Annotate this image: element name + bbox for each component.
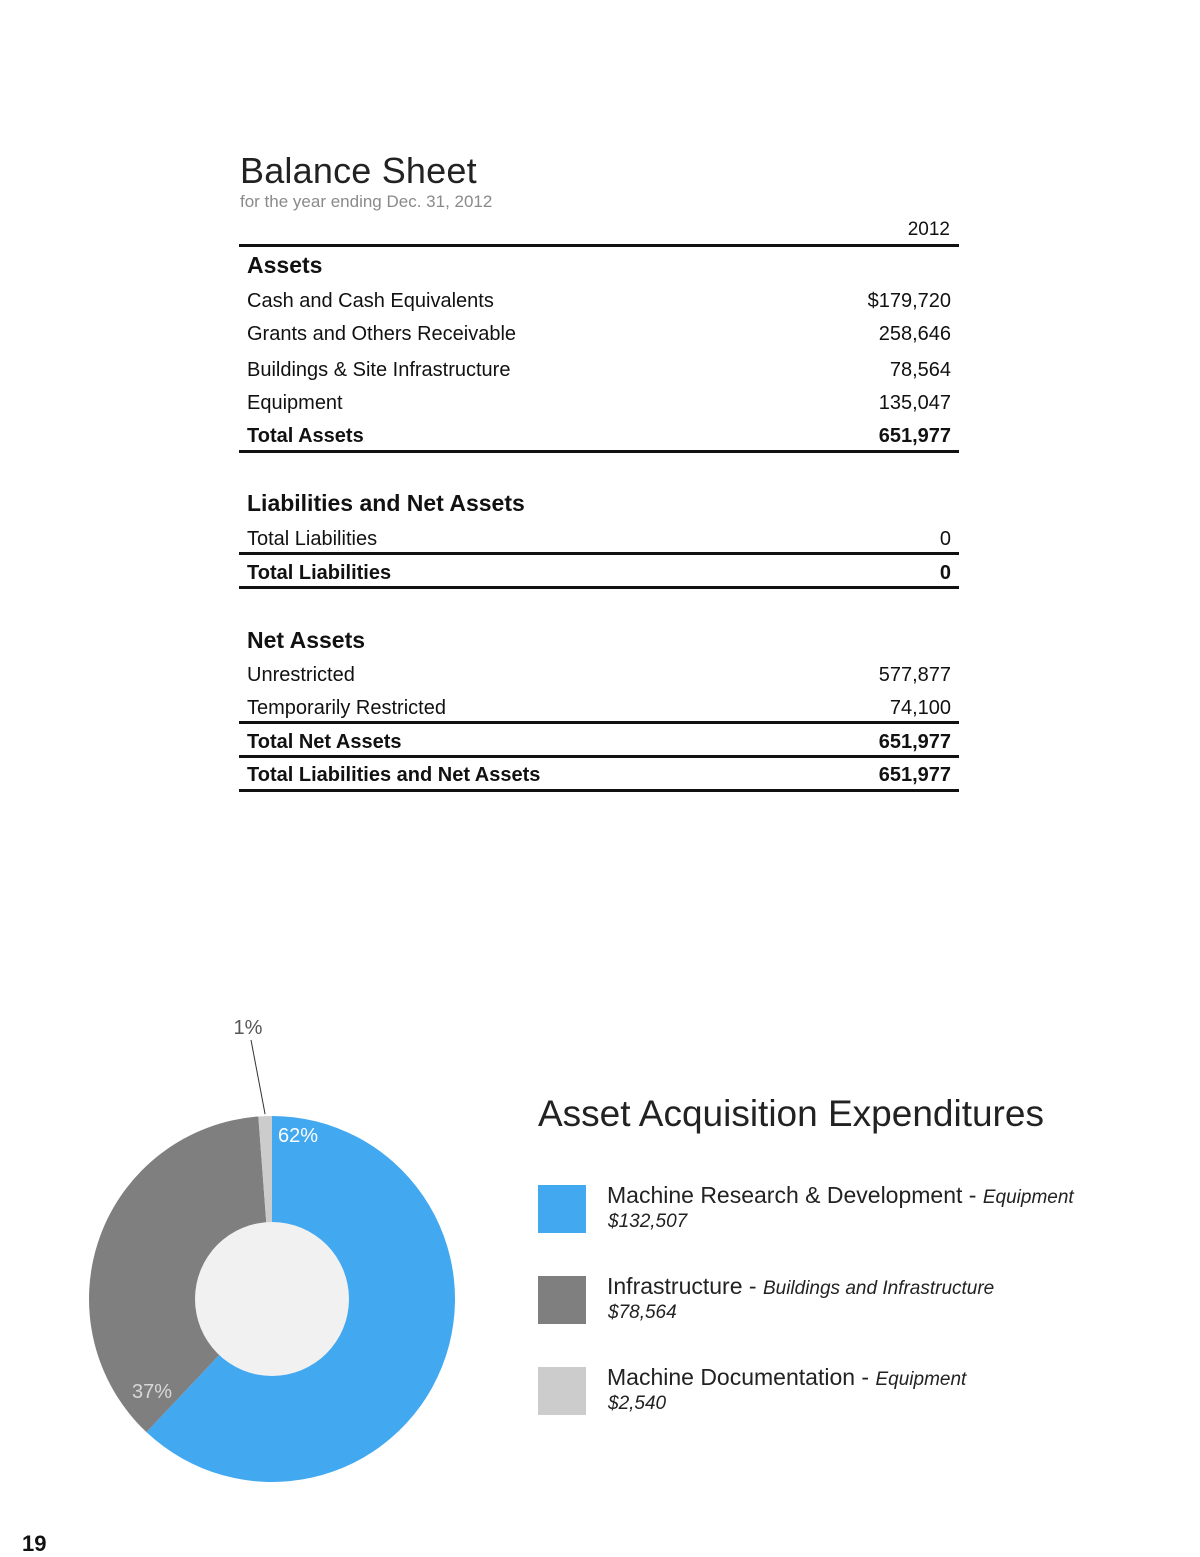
pie-percent-label: 1% [234,1017,263,1039]
grand-total-row: Total Liabilities and Net Assets 651,977 [247,763,951,787]
page-title: Balance Sheet [240,150,477,191]
table-rule [239,586,959,589]
total-value: 0 [939,562,951,584]
total-value: 651,977 [878,731,951,753]
table-rule [239,450,959,453]
table-row: Buildings & Site Infrastructure 78,564 [247,358,951,382]
net-assets-heading: Net Assets [247,627,366,653]
donut-center [195,1222,349,1376]
table-row: Unrestricted 577,877 [247,663,951,687]
total-row: Total Assets 651,977 [247,424,951,448]
legend-separator: - [748,1273,757,1299]
grand-total-value: 651,977 [878,764,951,786]
legend-item: Machine Research & Development - Equipme… [538,1182,1138,1235]
legend-item: Machine Documentation - Equipment $2,540 [538,1364,1138,1417]
row-value: 258,646 [878,323,951,345]
total-label: Total Assets [247,425,364,447]
row-value: 577,877 [878,664,951,686]
donut-chart-svg: 62% 37% 1% [89,1017,456,1482]
legend-name: Machine Documentation [607,1364,856,1390]
legend-name: Machine Research & Development [607,1182,963,1208]
total-row: Total Liabilities 0 [247,561,951,585]
year-column-header: 2012 [240,219,958,241]
row-label: Equipment [247,392,343,414]
row-label: Unrestricted [247,664,355,686]
total-row: Total Net Assets 651,977 [247,730,951,754]
grand-total-label: Total Liabilities and Net Assets [247,764,541,786]
legend-amount: $78,564 [608,1302,677,1323]
row-label: Cash and Cash Equivalents [247,290,494,312]
row-value: 78,564 [889,359,951,381]
legend-title: Infrastructure - Buildings and Infrastru… [607,1273,994,1300]
donut-chart: 62% 37% 1% [80,1010,480,1490]
table-row: Total Liabilities 0 [247,527,951,551]
legend-swatch [538,1276,586,1324]
total-value: 651,977 [878,425,951,447]
table-row: Cash and Cash Equivalents $179,720 [247,289,951,313]
year-label: 2012 [907,219,950,240]
row-label: Grants and Others Receivable [247,323,517,345]
row-label: Temporarily Restricted [247,697,446,719]
total-label: Total Liabilities [247,562,392,584]
legend-type: Equipment [982,1187,1074,1208]
row-value: 135,047 [878,392,951,414]
table-row: Grants and Others Receivable 258,646 [247,322,951,346]
legend-amount: $2,540 [608,1393,667,1414]
legend-separator: - [968,1182,977,1208]
legend-name: Infrastructure [607,1273,743,1299]
legend-type: Equipment [875,1369,967,1390]
row-label: Total Liabilities [247,528,378,550]
row-value: 74,100 [889,697,951,719]
legend-title: Machine Research & Development - Equipme… [607,1182,1074,1209]
table-rule [239,789,959,792]
pie-percent-label: 37% [132,1381,172,1403]
total-label: Total Net Assets [247,731,402,753]
table-row: Equipment 135,047 [247,391,951,415]
legend-item: Infrastructure - Buildings and Infrastru… [538,1273,1138,1326]
leader-line [250,1039,266,1115]
row-label: Buildings & Site Infrastructure [247,359,511,381]
legend-swatch [538,1367,586,1415]
table-rule [239,244,959,247]
legend-separator: - [861,1364,870,1390]
row-value: 0 [939,528,951,550]
assets-heading: Assets [247,252,323,278]
pie-percent-label: 62% [278,1125,318,1147]
legend-swatch [538,1185,586,1233]
chart-title: Asset Acquisition Expenditures [538,1093,1044,1134]
pie-slice-2 [89,1116,272,1433]
legend-title: Machine Documentation - Equipment [607,1364,966,1391]
liabilities-heading: Liabilities and Net Assets [247,490,525,516]
row-value: $179,720 [867,290,951,312]
table-rule [239,721,959,724]
table-row: Temporarily Restricted 74,100 [247,696,951,720]
table-rule [239,755,959,758]
page-subtitle: for the year ending Dec. 31, 2012 [240,192,493,211]
legend-amount: $132,507 [608,1211,688,1232]
table-rule [239,552,959,555]
legend-type: Buildings and Infrastructure [762,1278,995,1299]
page-number: 19 [22,1531,47,1556]
